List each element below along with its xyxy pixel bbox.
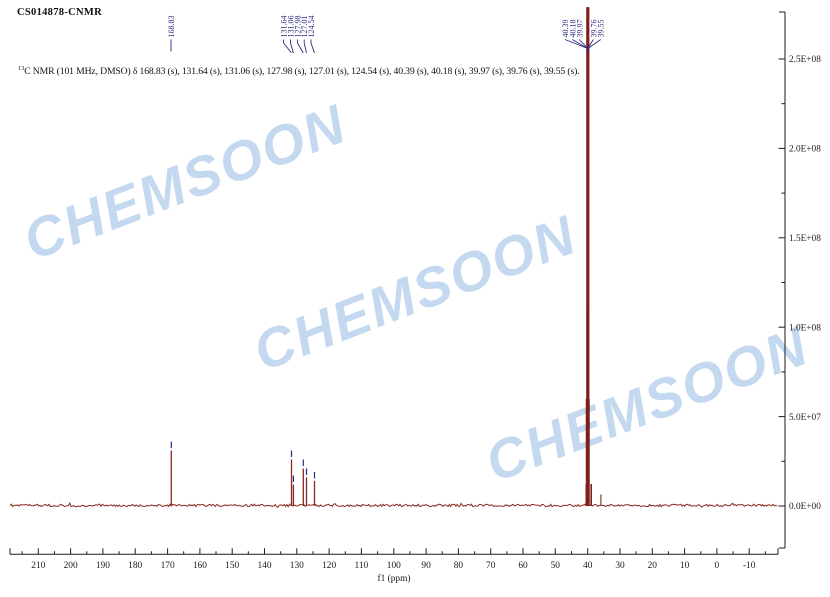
x-axis [9,548,779,555]
svg-text:0: 0 [715,561,720,571]
svg-text:2.0E+08: 2.0E+08 [789,145,821,155]
svg-text:100: 100 [387,561,401,571]
x-axis-tick-labels: 210 200 190 180 170 160 150 140 130 120 110 100 90 80… [31,561,755,571]
x-axis-title: f1 (ppm) [377,573,410,584]
peak-pick-markers [170,441,316,482]
svg-text:90: 90 [421,561,431,571]
svg-text:50: 50 [551,561,561,571]
svg-text:170: 170 [161,561,175,571]
svg-text:39.76: 39.76 [589,20,598,38]
svg-text:30: 30 [615,561,625,571]
svg-text:131.64: 131.64 [280,16,289,38]
svg-text:40.18: 40.18 [568,20,577,38]
annotation-text: C NMR (101 MHz, DMSO) δ 168.83 (s), 131.… [24,66,580,77]
svg-text:20: 20 [648,561,658,571]
svg-text:-10: -10 [743,561,756,571]
svg-text:0.0E+00: 0.0E+00 [789,502,821,512]
svg-text:39.97: 39.97 [575,20,584,38]
svg-text:124.54: 124.54 [307,16,316,38]
svg-text:10: 10 [680,561,690,571]
svg-text:120: 120 [322,561,336,571]
svg-text:180: 180 [128,561,142,571]
svg-text:60: 60 [518,561,528,571]
svg-text:127.98: 127.98 [294,16,303,38]
y-axis-tick-labels: 2.5E+08 2.0E+08 1.5E+08 1.0E+08 5.0E+07 0.0E+… [789,55,821,512]
svg-text:1.5E+08: 1.5E+08 [789,234,821,244]
svg-text:127.01: 127.01 [300,16,309,38]
sample-id-label: CS014878-CNMR [17,7,102,18]
svg-text:140: 140 [257,561,271,571]
svg-text:160: 160 [193,561,207,571]
svg-text:40: 40 [583,561,593,571]
svg-text:5.0E+07: 5.0E+07 [789,413,821,423]
y-axis [778,11,786,549]
svg-text:2.5E+08: 2.5E+08 [789,55,821,65]
svg-text:210: 210 [31,561,45,571]
svg-text:39.55: 39.55 [597,20,606,38]
svg-text:40.39: 40.39 [561,20,570,38]
spectrum-baseline-trace [9,501,778,508]
svg-text:200: 200 [64,561,78,571]
svg-text:150: 150 [225,561,239,571]
isotope-superscript: 13 [18,65,25,72]
peak-label-leaders [170,39,601,54]
svg-text:131.06: 131.06 [287,16,296,38]
svg-text:190: 190 [96,561,110,571]
svg-text:110: 110 [355,561,369,571]
svg-text:130: 130 [290,561,304,571]
svg-text:1.0E+08: 1.0E+08 [789,323,821,333]
spectrum-peaks [170,7,602,506]
svg-text:168.83: 168.83 [167,16,176,38]
peak-list-annotation: 13C NMR (101 MHz, DMSO) δ 168.83 (s), 13… [18,65,580,77]
svg-text:70: 70 [486,561,496,571]
svg-text:80: 80 [454,561,464,571]
